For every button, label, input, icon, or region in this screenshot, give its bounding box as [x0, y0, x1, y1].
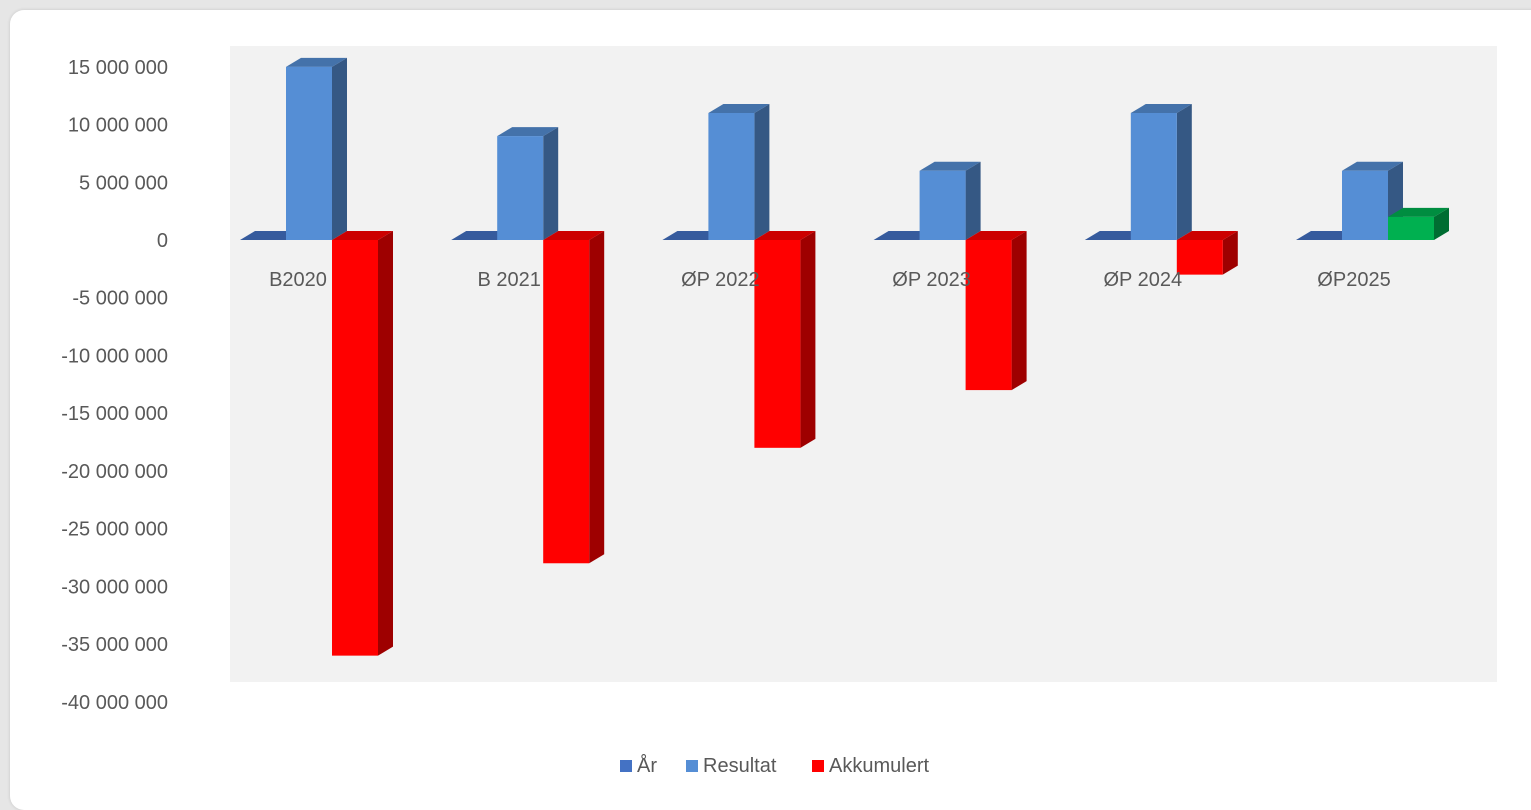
x-category-label: ØP 2023 [892, 269, 971, 291]
bar-resultat-top [497, 127, 559, 137]
bar-akkumulert [965, 231, 1027, 391]
bar-akkumulert-side [378, 231, 393, 656]
bar-resultat-front [1130, 113, 1177, 240]
bar-akkumulert [332, 231, 393, 656]
bar-resultat-front [1342, 170, 1388, 240]
bar-akkumulert-front [1388, 216, 1434, 240]
chart-card: 15 000 000 10 000 000 5 000 000 0 -5 000 000… [10, 10, 1531, 810]
bar-chart: 15 000 000 10 000 000 5 000 000 0 -5 000 000… [61, 46, 1497, 777]
bar-akkumulert-top [1176, 231, 1238, 240]
bar-resultat-front [497, 136, 544, 240]
bar--r [873, 231, 935, 240]
bar-akkumulert [754, 231, 816, 448]
bar--r-top [662, 231, 724, 240]
bar--r-top [240, 231, 301, 240]
y-tick-label: -5 000 000 [72, 288, 168, 310]
bar-resultat-front [919, 170, 966, 240]
bar--r-top [1296, 231, 1357, 240]
bar-akkumulert-front [543, 240, 590, 564]
bar-akkumulert-side [1011, 231, 1027, 391]
bar-resultat-top [286, 57, 347, 67]
bar-resultat [919, 161, 981, 240]
bar-akkumulert-top [332, 231, 393, 240]
bar-akkumulert-top [1388, 207, 1449, 217]
bar--r [1084, 231, 1146, 240]
x-category-label: ØP 2024 [1104, 269, 1183, 291]
bar-resultat-side [965, 161, 981, 240]
bar-resultat [708, 104, 770, 240]
bar--r-top [451, 231, 513, 240]
x-category-label: ØP2025 [1317, 269, 1390, 291]
y-tick-label: 10 000 000 [68, 115, 168, 137]
bar--r-top [1084, 231, 1146, 240]
legend-swatch [620, 760, 632, 772]
legend-swatch [686, 760, 698, 772]
bar-akkumulert-side [800, 231, 816, 448]
bar-resultat-top [708, 104, 770, 113]
bar-akkumulert [1176, 231, 1238, 275]
x-category-label: B 2021 [478, 269, 541, 291]
bar-resultat-side [1176, 104, 1192, 240]
bar--r [451, 231, 513, 240]
y-tick-label: -35 000 000 [61, 634, 168, 656]
x-category-label: ØP 2022 [681, 269, 760, 291]
y-tick-label: -20 000 000 [61, 461, 168, 483]
bar-resultat-side [754, 104, 770, 240]
bar-akkumulert-front [1176, 240, 1223, 275]
legend-swatch [812, 760, 824, 772]
bar-akkumulert-top [965, 231, 1027, 240]
bar-resultat-top [919, 161, 981, 171]
bar-resultat [286, 57, 347, 241]
legend-label: År [637, 754, 657, 777]
bar-resultat-side [543, 127, 559, 240]
bar-akkumulert-front [332, 240, 378, 656]
bar-akkumulert [1388, 207, 1449, 240]
bar-akkumulert [543, 231, 605, 564]
bar-resultat-front [286, 66, 332, 240]
bar--r [1296, 231, 1357, 240]
x-category-label: B2020 [269, 269, 327, 291]
bar--r [240, 231, 301, 240]
bar-akkumulert-top [754, 231, 816, 240]
plot-area [230, 46, 1497, 682]
y-tick-label: 5 000 000 [79, 172, 168, 194]
bar--r-top [873, 231, 935, 240]
bar-resultat-top [1342, 161, 1403, 171]
y-tick-label: 0 [157, 230, 168, 252]
y-tick-label: -15 000 000 [61, 403, 168, 425]
bar-akkumulert-side [1434, 207, 1449, 240]
y-tick-label: 15 000 000 [68, 57, 168, 79]
y-tick-label: -10 000 000 [61, 345, 168, 367]
y-tick-label: -40 000 000 [61, 692, 168, 714]
bar-resultat-top [1130, 104, 1192, 113]
bar-resultat [497, 127, 559, 240]
bar-akkumulert-front [754, 240, 801, 448]
bar-akkumulert-side [1222, 231, 1238, 275]
bar-akkumulert-side [589, 231, 605, 564]
bar-akkumulert-top [543, 231, 605, 240]
bar-resultat-side [332, 57, 347, 241]
bar-resultat-front [708, 113, 755, 240]
bar--r [662, 231, 724, 240]
bar-resultat [1130, 104, 1192, 240]
y-tick-label: -30 000 000 [61, 576, 168, 598]
legend-label: Resultat [703, 755, 777, 777]
y-tick-label: -25 000 000 [61, 519, 168, 541]
bar-akkumulert-front [965, 240, 1012, 391]
legend-label: Akkumulert [829, 755, 929, 777]
